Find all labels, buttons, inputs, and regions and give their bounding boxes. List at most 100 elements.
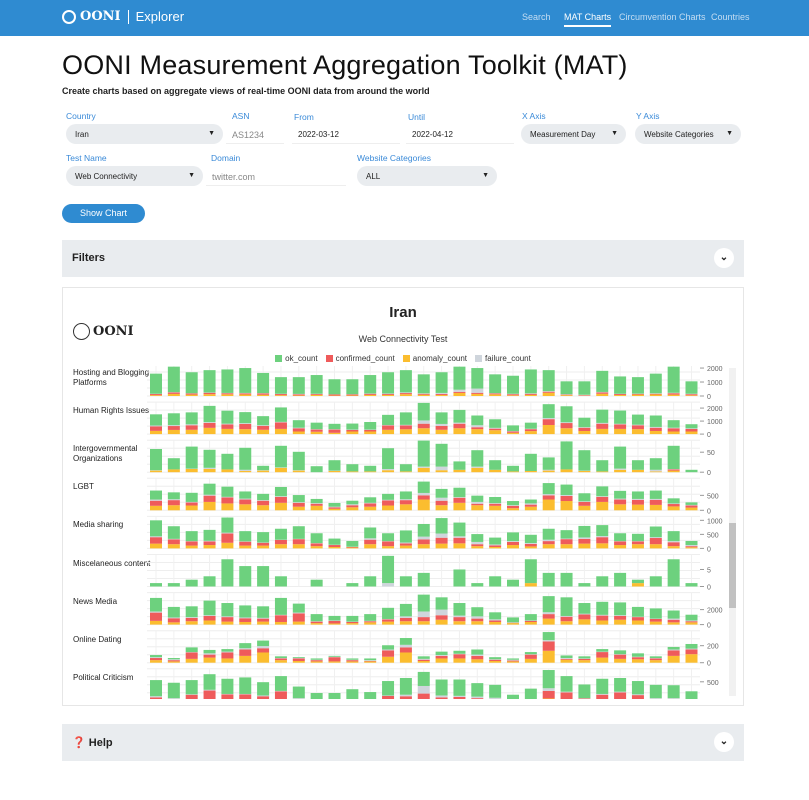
- bar-ok: [399, 530, 412, 543]
- bar-confirmed: [417, 693, 430, 699]
- bar-anomaly: [631, 659, 644, 663]
- bar-ok: [524, 559, 537, 584]
- asn-input[interactable]: AS1234: [226, 124, 284, 144]
- bar-confirmed: [524, 429, 537, 432]
- filters-panel-header[interactable]: Filters ⌄: [62, 240, 744, 277]
- bar-ok: [542, 632, 555, 641]
- bar-ok: [203, 483, 216, 495]
- bar-ok: [631, 606, 644, 617]
- tick-label: 500: [707, 493, 719, 500]
- bar-confirmed: [203, 690, 216, 699]
- bar-anomaly: [203, 657, 216, 663]
- legend-anomaly[interactable]: anomaly_count: [402, 354, 467, 363]
- bar-anomaly: [560, 469, 573, 473]
- bar-confirmed: [150, 697, 162, 699]
- bar-ok: [221, 453, 234, 470]
- bar-anomaly: [649, 430, 662, 435]
- nav-mat-charts[interactable]: MAT Charts: [564, 12, 612, 27]
- website-categories-select[interactable]: ALL ▼: [357, 166, 497, 186]
- bar-anomaly: [489, 469, 502, 473]
- domain-label: Domain: [211, 153, 241, 163]
- bar-confirmed: [167, 660, 180, 662]
- bar-failure: [685, 648, 698, 650]
- bar-anomaly: [524, 621, 537, 625]
- legend-failure[interactable]: failure_count: [475, 354, 531, 363]
- bar-confirmed: [364, 503, 377, 507]
- bar-ok: [150, 597, 162, 612]
- chart-scrollbar[interactable]: [729, 368, 736, 696]
- bar-confirmed: [346, 546, 359, 548]
- chevron-down-icon[interactable]: ⌄: [714, 248, 734, 268]
- bar-ok: [417, 440, 430, 467]
- bar-anomaly: [203, 469, 216, 473]
- bar-confirmed: [185, 652, 198, 659]
- bar-confirmed: [578, 395, 591, 396]
- country-select[interactable]: Iran ▼: [66, 124, 223, 144]
- bar-confirmed: [274, 394, 287, 396]
- help-panel-header[interactable]: ❓ Help ⌄: [62, 724, 744, 761]
- bar-confirmed: [221, 393, 234, 395]
- bar-ok: [631, 533, 644, 542]
- legend-confirmed[interactable]: confirmed_count: [325, 354, 395, 363]
- bar-ok: [382, 645, 395, 650]
- caret-down-icon: ▼: [611, 130, 618, 137]
- bar-anomaly: [257, 470, 270, 473]
- test-name-select[interactable]: Web Connectivity ▼: [66, 166, 203, 186]
- bar-ok: [364, 422, 377, 430]
- bar-failure: [578, 427, 591, 428]
- until-date-input[interactable]: 2022-04-12: [406, 124, 514, 144]
- bar-confirmed: [185, 541, 198, 546]
- nav-search[interactable]: Search: [522, 12, 551, 22]
- bar-ok: [382, 533, 395, 542]
- from-date-input[interactable]: 2022-03-12: [292, 124, 400, 144]
- bar-anomaly: [203, 394, 216, 396]
- tick-label: 5: [707, 567, 711, 574]
- bar-ok: [649, 526, 662, 538]
- bar-ok: [578, 684, 591, 699]
- show-chart-button[interactable]: Show Chart: [62, 204, 145, 223]
- bar-failure: [471, 654, 484, 656]
- x-axis-select[interactable]: Measurement Day ▼: [521, 124, 626, 144]
- bar-confirmed: [150, 426, 162, 431]
- bar-confirmed: [435, 655, 448, 659]
- bar-ok: [382, 607, 395, 619]
- product-name: Explorer: [135, 9, 185, 24]
- scrollbar-thumb[interactable]: [729, 523, 736, 608]
- bar-confirmed: [239, 649, 252, 656]
- bar-ok: [239, 531, 252, 542]
- legend-ok[interactable]: ok_count: [275, 354, 318, 363]
- bar-failure: [649, 498, 662, 500]
- bar-anomaly: [239, 545, 252, 549]
- filters-label: Filters: [72, 252, 106, 264]
- chevron-down-icon[interactable]: ⌄: [714, 732, 734, 752]
- country-value: Iran: [75, 130, 89, 139]
- bar-failure: [382, 469, 395, 471]
- bar-anomaly: [328, 471, 341, 473]
- bar-ok: [685, 540, 698, 546]
- tick-label: 0: [707, 470, 711, 477]
- ooni-explorer-logo[interactable]: OONI Explorer: [62, 9, 184, 24]
- bar-anomaly: [667, 622, 680, 625]
- bar-anomaly: [507, 508, 519, 511]
- bar-confirmed: [560, 692, 573, 699]
- bar-ok: [292, 526, 305, 539]
- bar-ok: [578, 493, 591, 502]
- bar-ok: [667, 445, 680, 469]
- bar-confirmed: [292, 428, 305, 432]
- nav-circumvention-charts[interactable]: Circumvention Charts: [619, 12, 706, 22]
- bar-confirmed: [453, 391, 466, 393]
- bar-ok: [399, 603, 412, 617]
- bar-confirmed: [221, 497, 234, 504]
- bar-ok: [274, 445, 287, 468]
- domain-input[interactable]: twitter.com: [206, 166, 346, 186]
- bar-ok: [578, 656, 591, 659]
- bar-anomaly: [560, 621, 573, 625]
- bar-anomaly: [685, 654, 698, 663]
- nav-countries[interactable]: Countries: [711, 12, 750, 22]
- bar-confirmed: [382, 619, 395, 622]
- y-axis-select[interactable]: Website Categories ▼: [635, 124, 741, 144]
- bar-ok: [417, 572, 430, 587]
- bar-ok: [274, 377, 287, 394]
- bar-failure: [578, 613, 591, 615]
- bar-failure: [239, 617, 252, 619]
